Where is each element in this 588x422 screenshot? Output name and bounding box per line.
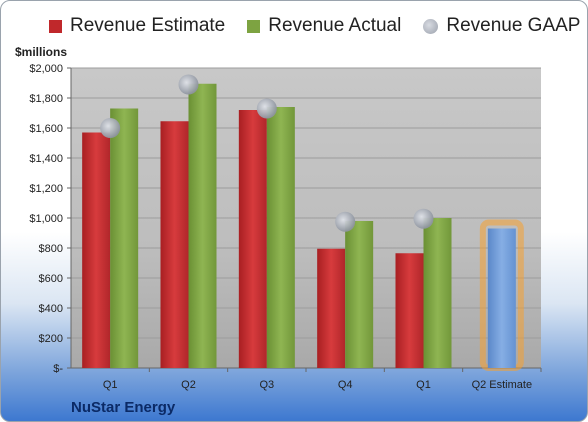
bar-revenue-estimate: [395, 253, 424, 368]
bar-revenue-actual: [266, 107, 295, 368]
bar-q2-estimate: [487, 228, 516, 368]
y-tick-label: $1,600: [29, 123, 63, 135]
x-tick-label: Q1: [103, 379, 118, 391]
x-tick-label: Q1: [416, 379, 431, 391]
x-tick-label: Q3: [259, 379, 274, 391]
y-tick-label: $1,000: [29, 213, 63, 225]
legend-item-gaap: Revenue GAAP: [423, 15, 580, 37]
y-tick-label: $200: [39, 333, 63, 345]
bar-revenue-estimate: [238, 110, 267, 368]
point-revenue-gaap: [256, 98, 277, 119]
legend: Revenue Estimate Revenue Actual Revenue …: [49, 15, 580, 37]
legend-label-gaap: Revenue GAAP: [446, 15, 581, 36]
bar-revenue-estimate: [82, 132, 111, 368]
x-tick-label: Q2: [181, 379, 196, 391]
company-name: NuStar Energy: [71, 399, 176, 416]
legend-swatch-actual: [247, 19, 261, 33]
y-tick-label: $1,200: [29, 183, 63, 195]
point-revenue-gaap: [413, 208, 434, 229]
legend-item-estimate: Revenue Estimate: [49, 15, 225, 37]
bar-revenue-actual: [423, 218, 452, 368]
bar-revenue-estimate: [160, 121, 189, 368]
bar-revenue-actual: [110, 108, 139, 368]
legend-swatch-gaap: [423, 18, 439, 34]
legend-swatch-estimate: [49, 19, 62, 33]
y-tick-label: $800: [39, 243, 63, 255]
bar-revenue-actual: [345, 221, 374, 368]
y-tick-label: $1,400: [29, 153, 63, 165]
x-tick-label: Q4: [338, 379, 353, 391]
y-unit-label: $millions: [15, 45, 68, 59]
y-tick-label: $2,000: [29, 63, 63, 75]
x-tick-label: Q2 Estimate: [472, 379, 533, 391]
y-tick-label: $600: [39, 273, 63, 285]
legend-label-estimate: Revenue Estimate: [70, 15, 226, 36]
bar-revenue-actual: [188, 83, 217, 368]
legend-label-actual: Revenue Actual: [268, 15, 402, 36]
point-revenue-gaap: [100, 118, 121, 138]
y-tick-label: $400: [39, 303, 63, 315]
y-tick-label: $1,800: [29, 93, 63, 105]
point-revenue-gaap: [335, 211, 356, 232]
point-revenue-gaap: [178, 74, 199, 95]
bar-revenue-estimate: [317, 248, 346, 368]
y-tick-label: $-: [53, 363, 63, 375]
legend-item-actual: Revenue Actual: [247, 15, 401, 37]
